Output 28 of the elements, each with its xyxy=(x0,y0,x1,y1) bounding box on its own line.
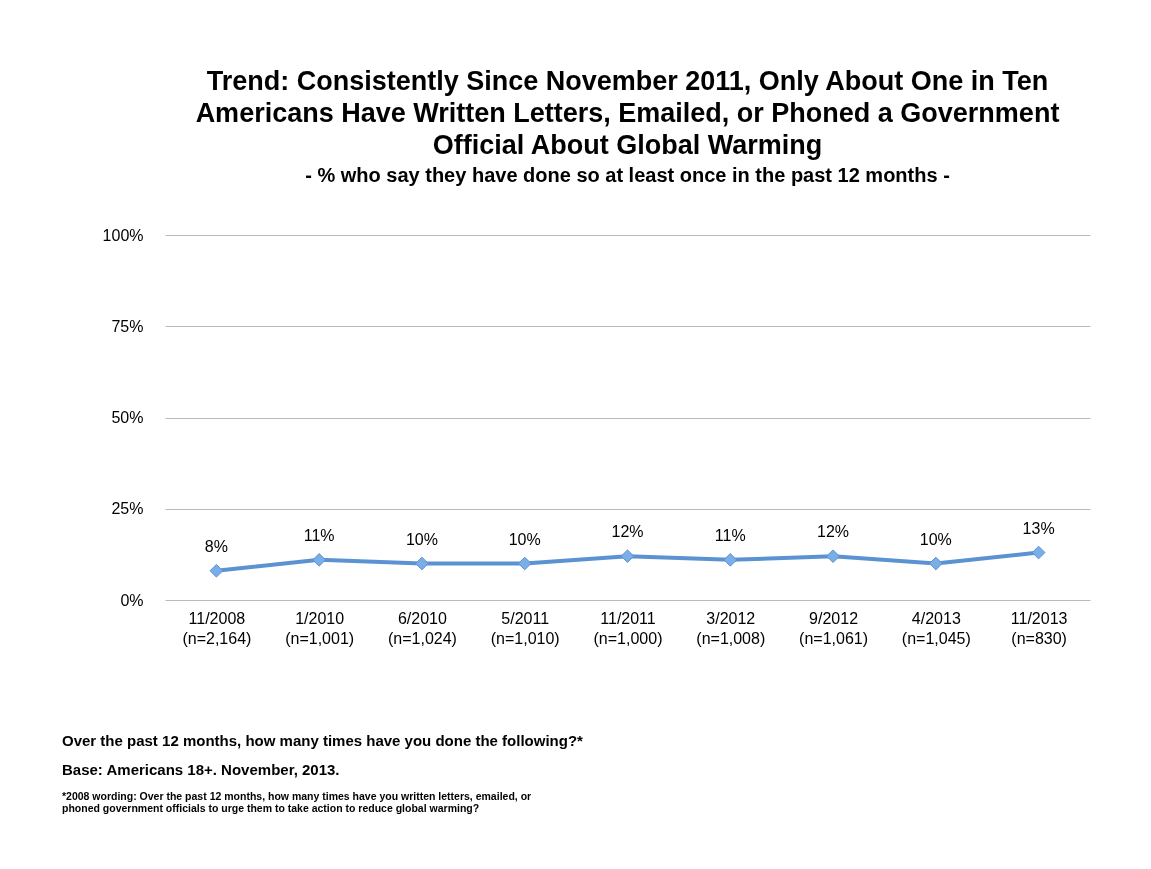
chart-title: Trend: Consistently Since November 2011, Only About One in Ten Americans Have Written Letters, Emailed, or Phoned a Government Official About Global Warming xyxy=(195,66,1060,160)
data-label: 12% xyxy=(611,523,644,541)
data-label: 11% xyxy=(714,526,746,544)
x-tick-label: 11/2011 (n=1,000) xyxy=(593,609,663,647)
y-tick-label: 100% xyxy=(102,226,144,244)
x-tick-label: 11/2013 (n=830) xyxy=(1010,609,1068,647)
x-tick-label: 5/2011 (n=1,010) xyxy=(490,609,560,647)
y-tick-label: 50% xyxy=(111,409,144,426)
text: *2008 wording: Over the past 12 months, how many times have you written letters, emailed, or phoned government officials to urge them to take action to reduce global warming? xyxy=(62,790,532,814)
data-label: 10% xyxy=(508,530,541,548)
y-tick-label: 75% xyxy=(111,317,144,335)
data-label: 8% xyxy=(204,537,228,555)
x-tick-label: 4/2013 (n=1,045) xyxy=(901,609,971,647)
y-tick-label: 0% xyxy=(120,591,144,609)
text: Base: Americans 18+. November, 2013. xyxy=(62,761,341,778)
data-label: 12% xyxy=(817,523,850,541)
x-tick-label: 3/2012 (n=1,008) xyxy=(696,609,766,647)
x-tick-label: 1/2010 (n=1,001) xyxy=(285,609,355,647)
data-label: 11% xyxy=(303,526,335,544)
x-tick-label: 9/2012 (n=1,061) xyxy=(799,609,869,647)
data-label: 10% xyxy=(919,530,952,548)
x-tick-label: 6/2010 (n=1,024) xyxy=(387,609,457,647)
x-tick-label: 11/2008 (n=2,164) xyxy=(182,609,252,647)
chart-subtitle: - % who say they have done so at least once in the past 12 months - xyxy=(305,164,950,186)
data-label: 10% xyxy=(405,530,438,548)
text: Over the past 12 months, how many times have you done the following?* xyxy=(62,732,584,749)
y-tick-label: 25% xyxy=(111,500,144,518)
data-label: 13% xyxy=(1022,519,1055,537)
